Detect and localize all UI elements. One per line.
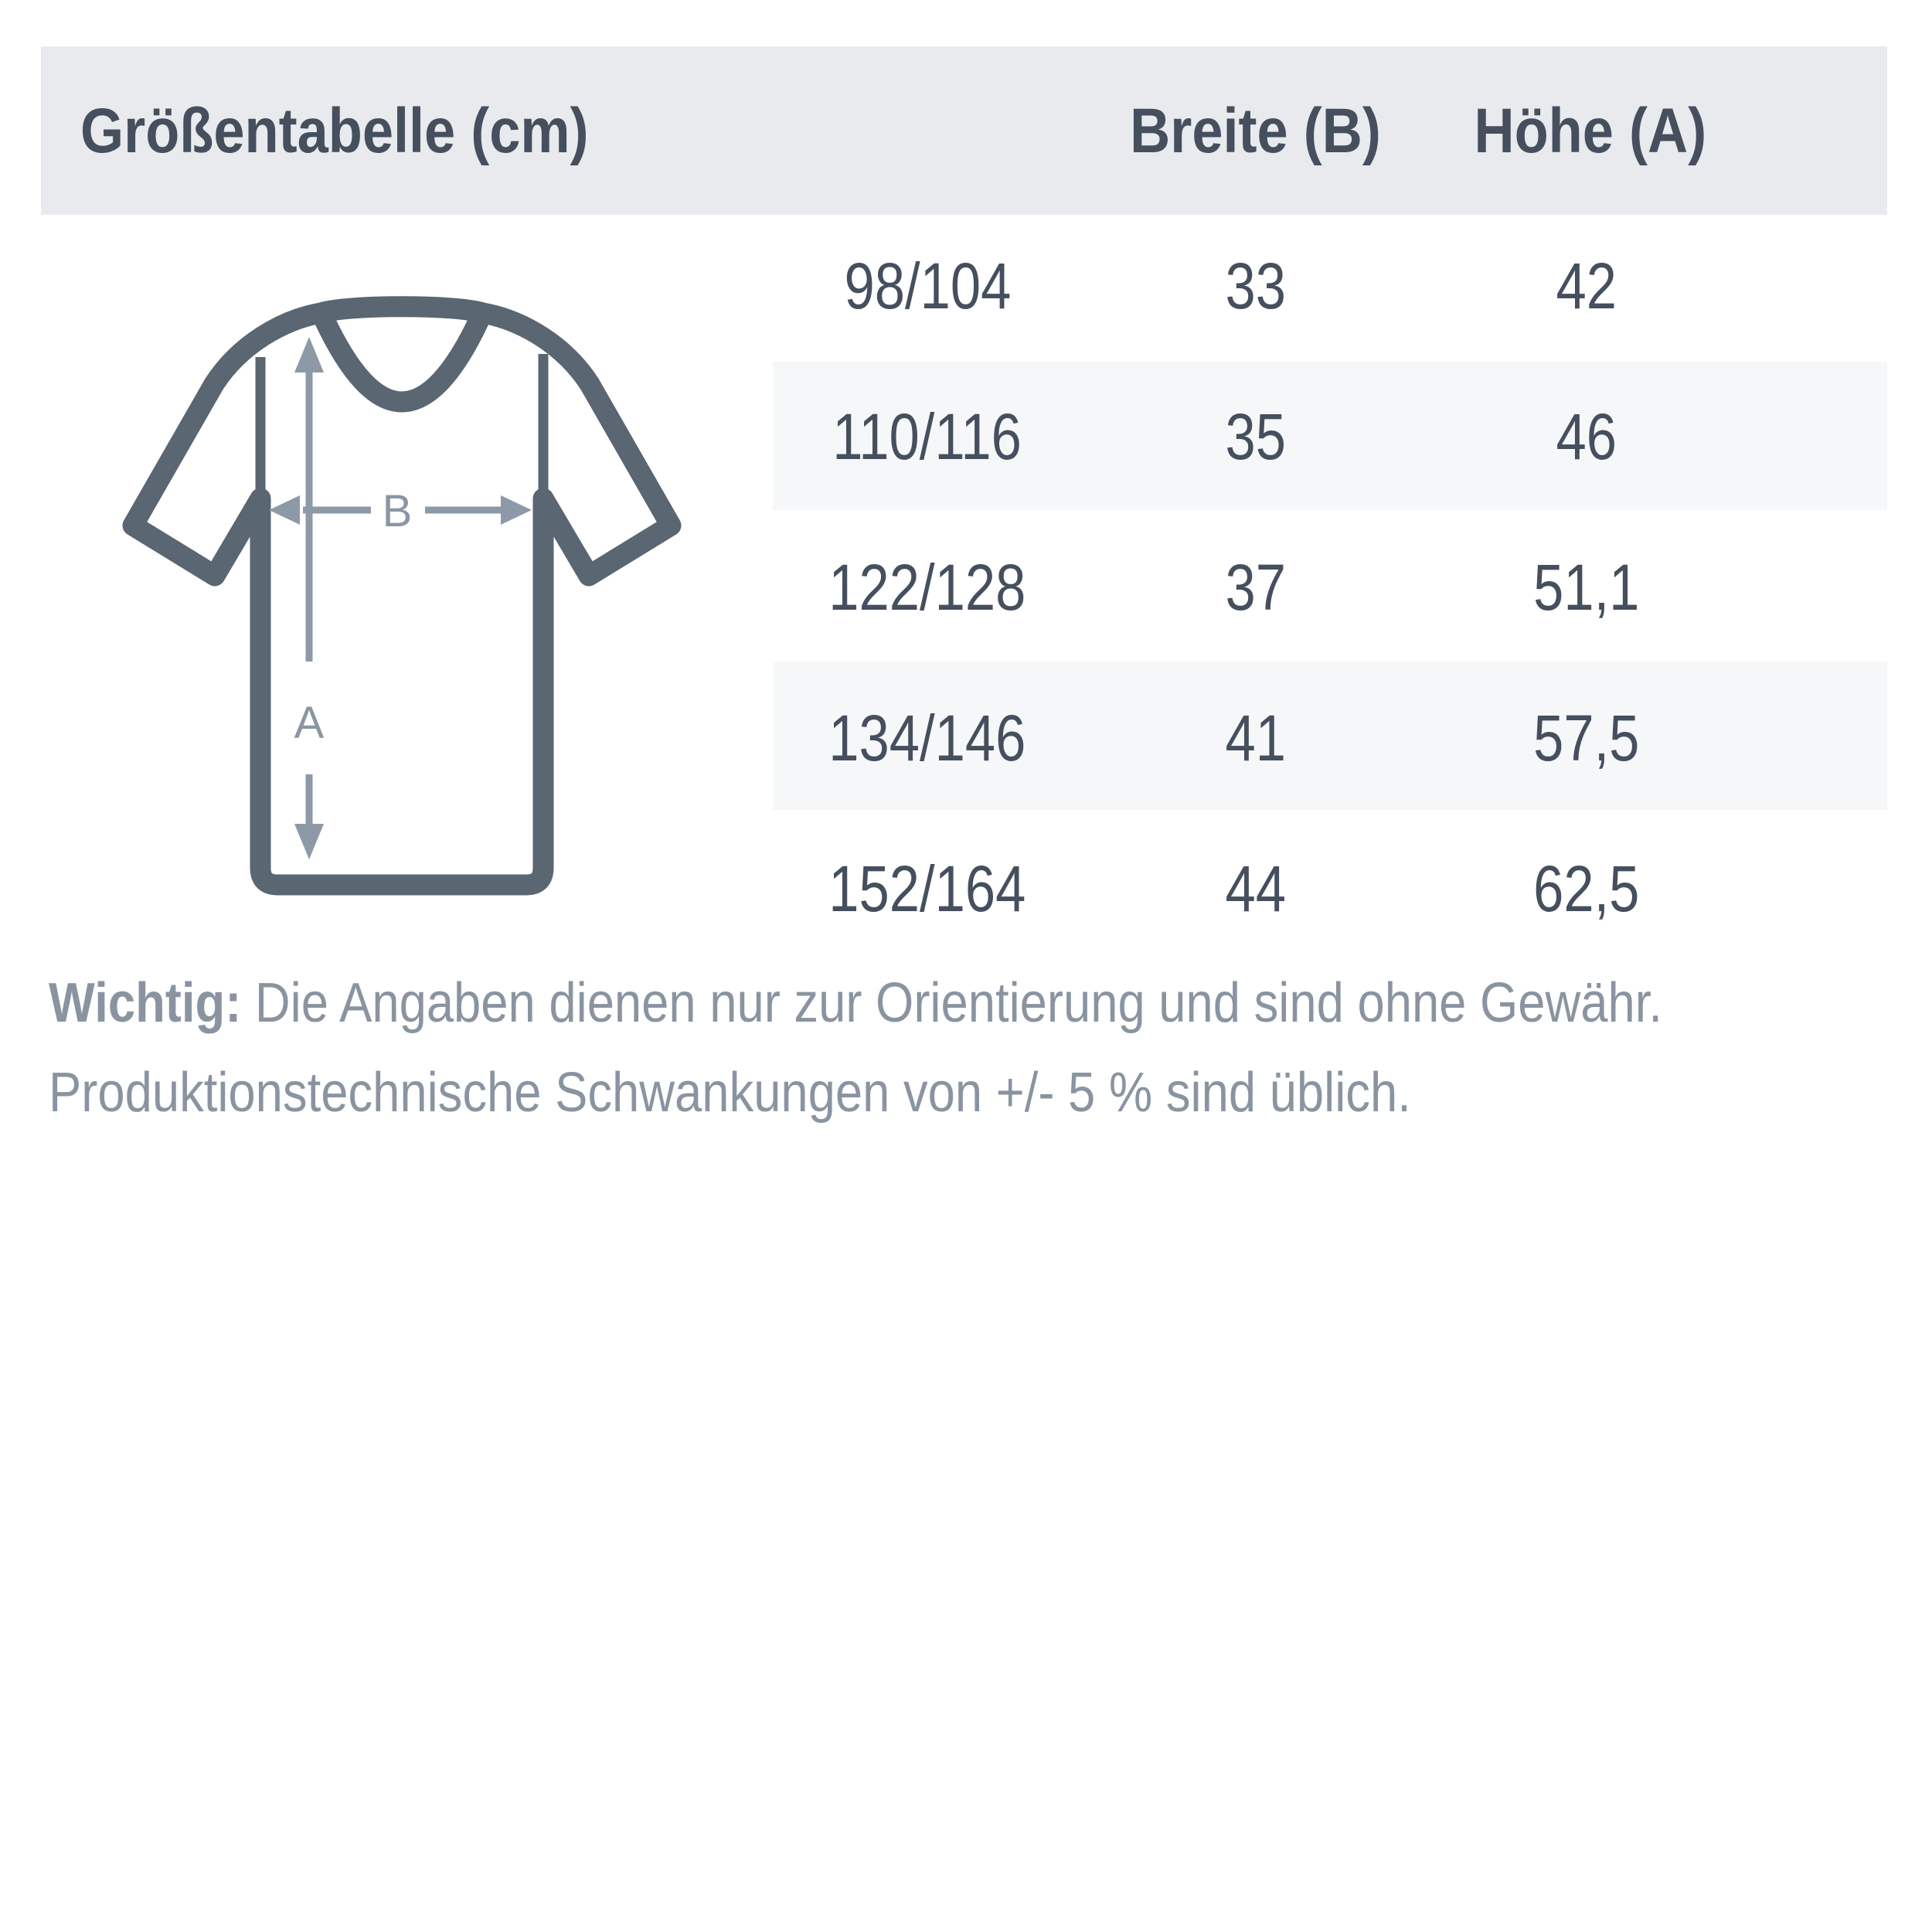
disclaimer-text: Die Angaben dienen nur zur Orientierung … (241, 972, 1662, 1034)
width-cell: 41 (1225, 702, 1287, 774)
arrow-up-icon (294, 337, 324, 372)
width-cell: 35 (1225, 400, 1287, 473)
arrow-left-icon (269, 495, 300, 525)
width-cell: 37 (1225, 551, 1287, 624)
row-stripe (773, 662, 1887, 810)
row-stripe (773, 362, 1887, 510)
tshirt-measurement-diagram: A B (122, 296, 682, 896)
height-cell: 62,5 (1533, 852, 1640, 925)
width-arrow (269, 495, 532, 525)
arrow-down-icon (294, 824, 324, 859)
width-arrow-label: B (383, 486, 413, 536)
size-cell: 134/146 (828, 702, 1026, 774)
column-header-width: Breite (B) (1130, 96, 1382, 166)
arrow-right-icon (501, 495, 532, 525)
size-cell: 110/116 (832, 400, 1022, 473)
height-cell: 42 (1556, 250, 1617, 322)
tshirt-outline (122, 296, 682, 896)
disclaimer-line-1: Wichtig: Die Angaben dienen nur zur Orie… (49, 975, 1883, 1031)
disclaimer-line-2: Produktionstechnische Schwankungen von +… (49, 1062, 1411, 1124)
size-chart-title: Größentabelle (cm) (80, 96, 589, 166)
width-cell: 33 (1225, 250, 1287, 322)
tshirt-collar (313, 308, 491, 413)
size-cell: 122/128 (828, 551, 1026, 624)
table-header-bar (41, 46, 1887, 215)
size-cell: 98/104 (844, 250, 1011, 322)
width-cell: 44 (1225, 852, 1287, 925)
size-cell: 152/164 (828, 852, 1026, 925)
height-cell: 57,5 (1533, 702, 1640, 774)
disclaimer-bold-label: Wichtig: (49, 972, 242, 1034)
height-cell: 46 (1556, 400, 1617, 473)
column-header-height: Höhe (A) (1474, 96, 1706, 166)
height-arrow-label: A (294, 698, 325, 748)
height-cell: 51,1 (1533, 551, 1640, 624)
